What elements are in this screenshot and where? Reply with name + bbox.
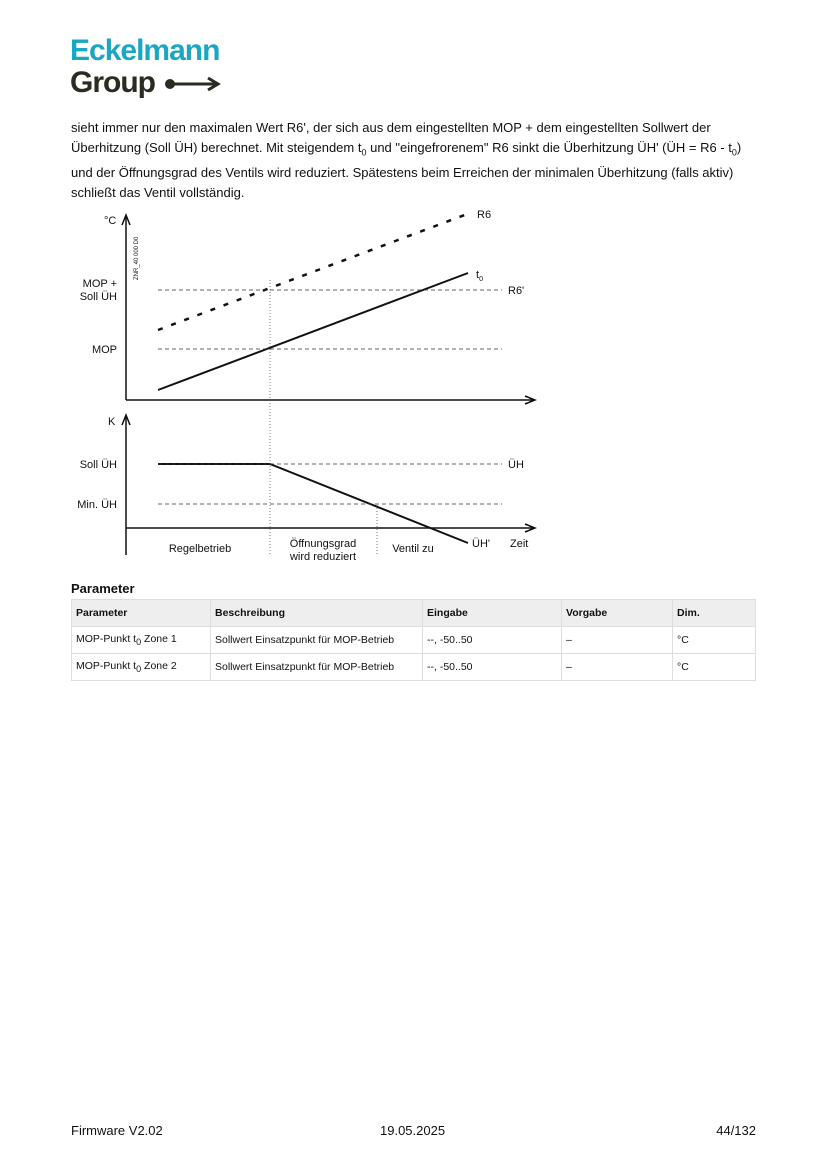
cell: --, -50..50	[422, 626, 562, 654]
header-cell: Beschreibung	[210, 599, 423, 627]
logo-text: Group	[70, 66, 156, 99]
label: Zeit	[510, 538, 528, 550]
cell: –	[561, 653, 673, 681]
cell: MOP-Punkt t0 Zone 1	[71, 626, 211, 654]
logo-bottom: Group	[70, 66, 222, 100]
label: °C	[104, 215, 116, 227]
label: MOP	[92, 344, 117, 356]
section-title: Parameter	[71, 581, 135, 596]
text: und "eingefrorenem" R6 sinkt die Überhit…	[366, 140, 732, 155]
subscript: 0	[361, 147, 367, 158]
header-cell: Parameter	[71, 599, 211, 627]
cell: --, -50..50	[422, 653, 562, 681]
label: ZNR_40 000 D0	[134, 236, 140, 280]
diagram: °C ZNR_40 000 D0 MOP + Soll ÜH MOP R6 t0…	[77, 209, 538, 563]
text: MOP-Punkt t	[76, 659, 137, 672]
cell: Sollwert Einsatzpunkt für MOP-Betrieb	[210, 653, 423, 681]
label: ÜH'	[472, 538, 490, 550]
label: wird reduziert	[289, 551, 356, 563]
row: MOP-Punkt t0 Zone 2 Sollwert Einsatzpunk…	[71, 653, 756, 681]
table: Parameter Beschreibung Eingabe Vorgabe D…	[71, 599, 756, 681]
paragraph: sieht immer nur den maximalen Wert R6', …	[71, 118, 761, 203]
label: R6'	[508, 285, 524, 297]
subscript: 0	[136, 664, 142, 675]
cell: –	[561, 626, 673, 654]
text: Zone 2	[141, 659, 177, 672]
label: t0	[476, 269, 483, 283]
row: MOP-Punkt t0 Zone 1 Sollwert Einsatzpunk…	[71, 626, 756, 654]
header-cell: Dim.	[672, 599, 756, 627]
logo-top: Eckelmann	[70, 34, 220, 67]
cell: Sollwert Einsatzpunkt für MOP-Betrieb	[210, 626, 423, 654]
label: MOP +	[83, 278, 117, 290]
label: Ventil zu	[392, 543, 434, 555]
label: R6	[477, 209, 491, 221]
label: Öffnungsgrad	[290, 538, 356, 550]
label: Soll ÜH	[80, 291, 117, 303]
footer-right: 44/132	[716, 1123, 756, 1138]
logo-arrow	[165, 76, 222, 92]
subscript: 0	[479, 276, 483, 283]
cell: MOP-Punkt t0 Zone 2	[71, 653, 211, 681]
subscript: 0	[731, 147, 737, 158]
cell: °C	[672, 653, 756, 681]
text: MOP-Punkt t	[76, 632, 137, 645]
footer-center: 19.05.2025	[380, 1123, 446, 1138]
label: K	[108, 416, 116, 428]
subscript: 0	[136, 637, 142, 648]
text: sieht immer nur den maximalen Wert R6', …	[71, 120, 711, 155]
label: t	[476, 269, 479, 281]
header-cell: Eingabe	[422, 599, 562, 627]
header-row: Parameter Beschreibung Eingabe Vorgabe D…	[71, 599, 756, 627]
label: ÜH	[508, 459, 524, 471]
label: Regelbetrieb	[169, 543, 231, 555]
footer-left: Firmware V2.02	[71, 1123, 163, 1138]
label: Min. ÜH	[77, 499, 117, 511]
label: Soll ÜH	[80, 459, 117, 471]
cell: °C	[672, 626, 756, 654]
header-cell: Vorgabe	[561, 599, 673, 627]
text: ) und der Öffnungsgrad des Ventils wird …	[71, 140, 742, 200]
text: Zone 1	[141, 632, 177, 645]
